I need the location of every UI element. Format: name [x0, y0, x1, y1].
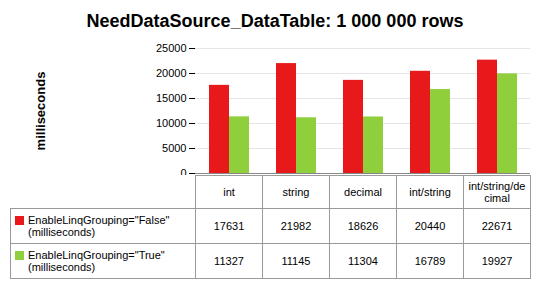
html-text:int: int [223, 186, 235, 198]
html-text:18626: 18626 [347, 220, 379, 232]
html-text:21982: 21982 [280, 220, 312, 232]
html-text:EnableLinqGrouping="False" (mi: EnableLinqGrouping="False" (milliseconds… [28, 214, 170, 238]
html-text:11327: 11327 [214, 255, 244, 267]
html-text:17631: 17631 [213, 220, 245, 232]
html-text:22671: 22671 [481, 220, 513, 232]
html-text:20440: 20440 [414, 220, 446, 232]
svg-text:milliseconds: milliseconds [33, 72, 48, 151]
html-text:NeedDataSource_DataTable: 1 00: NeedDataSource_DataTable: 1 000 000 rows [86, 11, 464, 31]
html-text:int/string/decimal: int/string/decimal [468, 180, 526, 204]
html-text:string: string [282, 186, 310, 198]
html-text:16789: 16789 [414, 255, 446, 267]
html-text:EnableLinqGrouping="True" (mil: EnableLinqGrouping="True" (milliseconds) [28, 249, 165, 273]
html-text:11145: 11145 [281, 255, 311, 267]
html-text:11304: 11304 [348, 255, 378, 267]
svg-text:25000: 25000 [156, 42, 187, 54]
svg-text:5000: 5000 [162, 142, 186, 154]
svg-text:10000: 10000 [156, 117, 187, 129]
svg-text:20000: 20000 [156, 67, 187, 79]
html-text:decimal: decimal [344, 186, 382, 198]
html-text:int/string: int/string [409, 186, 451, 198]
svg-text:15000: 15000 [156, 92, 187, 104]
svg-text:0: 0 [180, 167, 186, 175]
html-text:19927: 19927 [481, 255, 513, 267]
